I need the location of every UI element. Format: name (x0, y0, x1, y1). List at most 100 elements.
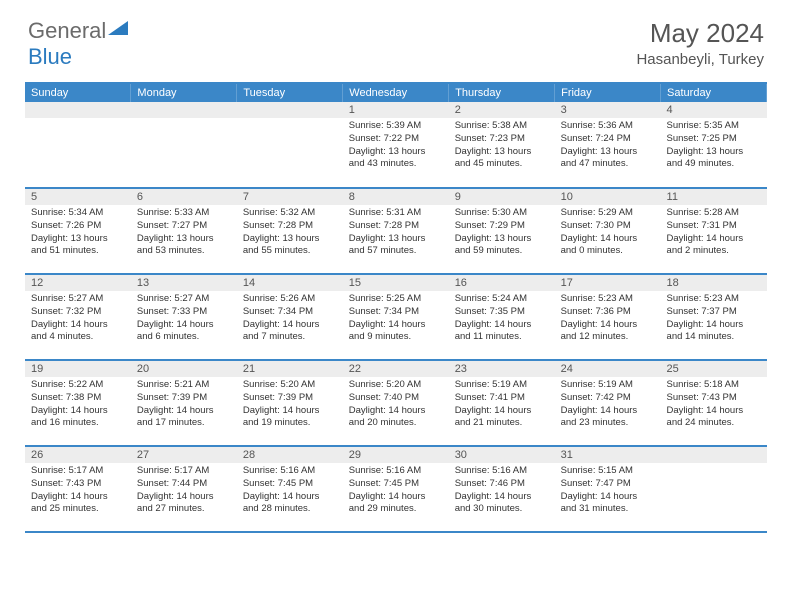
col-wednesday: Wednesday (343, 83, 449, 102)
day-content: Sunrise: 5:16 AMSunset: 7:45 PMDaylight:… (237, 463, 343, 520)
day-cell: 12Sunrise: 5:27 AMSunset: 7:32 PMDayligh… (25, 274, 131, 360)
day-number (25, 102, 131, 118)
day-number: 13 (131, 275, 237, 291)
day-content (237, 118, 343, 124)
day-content: Sunrise: 5:17 AMSunset: 7:44 PMDaylight:… (131, 463, 237, 520)
day-content: Sunrise: 5:27 AMSunset: 7:33 PMDaylight:… (131, 291, 237, 348)
day-number: 25 (661, 361, 767, 377)
day-number: 8 (343, 189, 449, 205)
col-friday: Friday (555, 83, 661, 102)
day-number: 1 (343, 102, 449, 118)
location: Hasanbeyli, Turkey (636, 51, 764, 68)
day-number (131, 102, 237, 118)
week-row: 1Sunrise: 5:39 AMSunset: 7:22 PMDaylight… (25, 102, 767, 188)
day-cell: 31Sunrise: 5:15 AMSunset: 7:47 PMDayligh… (555, 446, 661, 532)
logo-blue-row: Blue (28, 44, 72, 70)
day-cell: 5Sunrise: 5:34 AMSunset: 7:26 PMDaylight… (25, 188, 131, 274)
day-number: 24 (555, 361, 661, 377)
day-content: Sunrise: 5:32 AMSunset: 7:28 PMDaylight:… (237, 205, 343, 262)
day-cell: 16Sunrise: 5:24 AMSunset: 7:35 PMDayligh… (449, 274, 555, 360)
day-cell: 29Sunrise: 5:16 AMSunset: 7:45 PMDayligh… (343, 446, 449, 532)
logo: General (28, 18, 130, 44)
day-cell: 13Sunrise: 5:27 AMSunset: 7:33 PMDayligh… (131, 274, 237, 360)
day-content (131, 118, 237, 124)
header-row: Sunday Monday Tuesday Wednesday Thursday… (25, 83, 767, 102)
week-row: 26Sunrise: 5:17 AMSunset: 7:43 PMDayligh… (25, 446, 767, 532)
day-content: Sunrise: 5:22 AMSunset: 7:38 PMDaylight:… (25, 377, 131, 434)
day-content: Sunrise: 5:33 AMSunset: 7:27 PMDaylight:… (131, 205, 237, 262)
day-content: Sunrise: 5:26 AMSunset: 7:34 PMDaylight:… (237, 291, 343, 348)
day-number: 10 (555, 189, 661, 205)
day-content: Sunrise: 5:19 AMSunset: 7:41 PMDaylight:… (449, 377, 555, 434)
week-row: 19Sunrise: 5:22 AMSunset: 7:38 PMDayligh… (25, 360, 767, 446)
day-number (661, 447, 767, 463)
day-cell: 7Sunrise: 5:32 AMSunset: 7:28 PMDaylight… (237, 188, 343, 274)
day-content: Sunrise: 5:17 AMSunset: 7:43 PMDaylight:… (25, 463, 131, 520)
day-content: Sunrise: 5:30 AMSunset: 7:29 PMDaylight:… (449, 205, 555, 262)
day-content: Sunrise: 5:38 AMSunset: 7:23 PMDaylight:… (449, 118, 555, 175)
day-content: Sunrise: 5:16 AMSunset: 7:45 PMDaylight:… (343, 463, 449, 520)
day-cell: 1Sunrise: 5:39 AMSunset: 7:22 PMDaylight… (343, 102, 449, 188)
day-content: Sunrise: 5:24 AMSunset: 7:35 PMDaylight:… (449, 291, 555, 348)
day-content: Sunrise: 5:21 AMSunset: 7:39 PMDaylight:… (131, 377, 237, 434)
day-cell: 8Sunrise: 5:31 AMSunset: 7:28 PMDaylight… (343, 188, 449, 274)
calendar-table: Sunday Monday Tuesday Wednesday Thursday… (25, 82, 767, 533)
day-cell: 27Sunrise: 5:17 AMSunset: 7:44 PMDayligh… (131, 446, 237, 532)
day-cell: 23Sunrise: 5:19 AMSunset: 7:41 PMDayligh… (449, 360, 555, 446)
logo-triangle-icon (108, 19, 130, 37)
day-number: 9 (449, 189, 555, 205)
month-title: May 2024 (636, 18, 764, 49)
col-monday: Monday (131, 83, 237, 102)
day-content: Sunrise: 5:39 AMSunset: 7:22 PMDaylight:… (343, 118, 449, 175)
day-number: 23 (449, 361, 555, 377)
col-sunday: Sunday (25, 83, 131, 102)
day-number: 27 (131, 447, 237, 463)
col-thursday: Thursday (449, 83, 555, 102)
day-number: 6 (131, 189, 237, 205)
day-cell: 28Sunrise: 5:16 AMSunset: 7:45 PMDayligh… (237, 446, 343, 532)
day-cell (237, 102, 343, 188)
day-cell: 20Sunrise: 5:21 AMSunset: 7:39 PMDayligh… (131, 360, 237, 446)
day-content: Sunrise: 5:35 AMSunset: 7:25 PMDaylight:… (661, 118, 767, 175)
day-content: Sunrise: 5:25 AMSunset: 7:34 PMDaylight:… (343, 291, 449, 348)
day-cell: 26Sunrise: 5:17 AMSunset: 7:43 PMDayligh… (25, 446, 131, 532)
day-number: 28 (237, 447, 343, 463)
day-number: 2 (449, 102, 555, 118)
week-row: 5Sunrise: 5:34 AMSunset: 7:26 PMDaylight… (25, 188, 767, 274)
day-number: 14 (237, 275, 343, 291)
day-cell (25, 102, 131, 188)
col-tuesday: Tuesday (237, 83, 343, 102)
day-number: 4 (661, 102, 767, 118)
day-cell: 17Sunrise: 5:23 AMSunset: 7:36 PMDayligh… (555, 274, 661, 360)
day-cell (661, 446, 767, 532)
day-content: Sunrise: 5:19 AMSunset: 7:42 PMDaylight:… (555, 377, 661, 434)
day-content: Sunrise: 5:23 AMSunset: 7:37 PMDaylight:… (661, 291, 767, 348)
day-number: 11 (661, 189, 767, 205)
day-number: 21 (237, 361, 343, 377)
header: General May 2024 Hasanbeyli, Turkey (0, 0, 792, 76)
day-number: 5 (25, 189, 131, 205)
title-block: May 2024 Hasanbeyli, Turkey (636, 18, 764, 68)
day-content: Sunrise: 5:34 AMSunset: 7:26 PMDaylight:… (25, 205, 131, 262)
week-row: 12Sunrise: 5:27 AMSunset: 7:32 PMDayligh… (25, 274, 767, 360)
day-content: Sunrise: 5:29 AMSunset: 7:30 PMDaylight:… (555, 205, 661, 262)
day-content: Sunrise: 5:20 AMSunset: 7:39 PMDaylight:… (237, 377, 343, 434)
calendar-body: 1Sunrise: 5:39 AMSunset: 7:22 PMDaylight… (25, 102, 767, 532)
day-cell: 11Sunrise: 5:28 AMSunset: 7:31 PMDayligh… (661, 188, 767, 274)
day-number: 30 (449, 447, 555, 463)
day-number: 18 (661, 275, 767, 291)
day-cell: 10Sunrise: 5:29 AMSunset: 7:30 PMDayligh… (555, 188, 661, 274)
day-cell: 4Sunrise: 5:35 AMSunset: 7:25 PMDaylight… (661, 102, 767, 188)
day-content: Sunrise: 5:23 AMSunset: 7:36 PMDaylight:… (555, 291, 661, 348)
col-saturday: Saturday (661, 83, 767, 102)
day-number: 19 (25, 361, 131, 377)
day-cell: 3Sunrise: 5:36 AMSunset: 7:24 PMDaylight… (555, 102, 661, 188)
day-cell: 22Sunrise: 5:20 AMSunset: 7:40 PMDayligh… (343, 360, 449, 446)
day-number: 12 (25, 275, 131, 291)
day-number: 15 (343, 275, 449, 291)
day-number: 20 (131, 361, 237, 377)
day-cell: 15Sunrise: 5:25 AMSunset: 7:34 PMDayligh… (343, 274, 449, 360)
day-number: 17 (555, 275, 661, 291)
day-cell (131, 102, 237, 188)
day-content: Sunrise: 5:28 AMSunset: 7:31 PMDaylight:… (661, 205, 767, 262)
